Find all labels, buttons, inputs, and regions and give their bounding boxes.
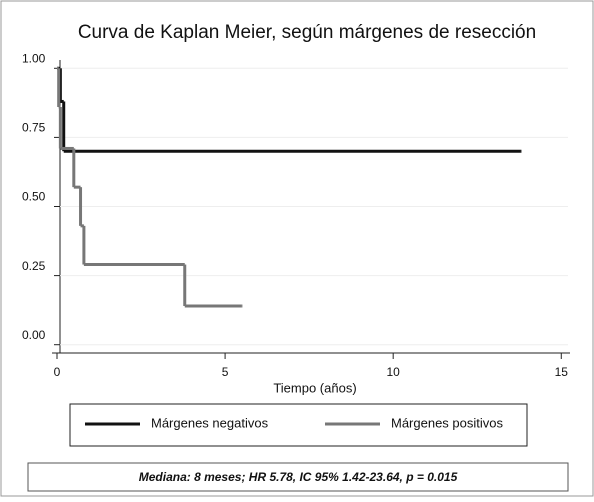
x-tick-label: 10	[387, 365, 401, 379]
y-tick-label: 0.75	[22, 121, 46, 135]
x-tick-label: 0	[54, 365, 61, 379]
y-tick-label: 1.00	[22, 51, 46, 65]
legend-label: Márgenes positivos	[391, 415, 503, 430]
y-tick-label: 0.50	[22, 190, 46, 204]
y-tick-label: 0.00	[22, 328, 46, 342]
x-axis-label: Tiempo (años)	[273, 380, 356, 395]
x-tick-label: 5	[222, 365, 229, 379]
y-tick-label: 0.25	[22, 259, 46, 273]
chart-title: Curva de Kaplan Meier, según márgenes de…	[78, 22, 536, 43]
note: Mediana: 8 meses; HR 5.78, IC 95% 1.42-2…	[139, 470, 458, 484]
x-tick-label: 15	[555, 365, 569, 379]
legend	[69, 403, 528, 447]
note-box	[27, 462, 569, 492]
legend-label: Márgenes negativos	[151, 415, 269, 430]
